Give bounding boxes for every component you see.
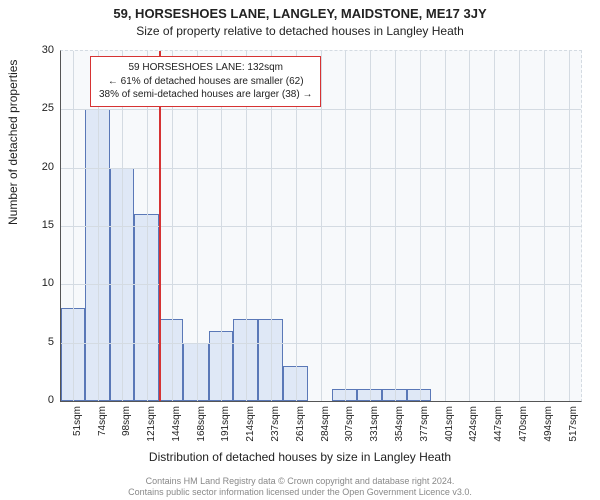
y-axis-label: Number of detached properties: [6, 60, 20, 225]
gridline-v: [569, 51, 570, 401]
x-tick: 214sqm: [245, 406, 256, 466]
x-tick: 284sqm: [320, 406, 331, 466]
annotation-line-2: ← 61% of detached houses are smaller (62…: [108, 76, 304, 87]
x-tick: 401sqm: [444, 406, 455, 466]
annotation-line-3: 38% of semi-detached houses are larger (…: [99, 89, 312, 100]
gridline-v: [370, 51, 371, 401]
x-tick: 261sqm: [295, 406, 306, 466]
x-tick: 424sqm: [468, 406, 479, 466]
gridline-v: [544, 51, 545, 401]
gridline-v: [395, 51, 396, 401]
x-tick: 447sqm: [493, 406, 504, 466]
x-tick: 470sqm: [518, 406, 529, 466]
chart-subtitle: Size of property relative to detached ho…: [0, 24, 600, 38]
x-tick: 377sqm: [419, 406, 430, 466]
annotation-line-1: 59 HORSESHOES LANE: 132sqm: [128, 62, 283, 73]
x-tick: 237sqm: [270, 406, 281, 466]
x-tick: 98sqm: [121, 406, 132, 466]
y-tick: 20: [30, 161, 54, 173]
x-tick: 144sqm: [171, 406, 182, 466]
gridline-v: [494, 51, 495, 401]
y-tick: 5: [30, 336, 54, 348]
gridline-v: [519, 51, 520, 401]
gridline-v: [345, 51, 346, 401]
x-tick: 121sqm: [146, 406, 157, 466]
gridline-v: [73, 51, 74, 401]
x-tick: 517sqm: [568, 406, 579, 466]
attribution: Contains HM Land Registry data © Crown c…: [0, 476, 600, 499]
x-tick: 74sqm: [97, 406, 108, 466]
x-tick: 307sqm: [344, 406, 355, 466]
x-tick: 354sqm: [394, 406, 405, 466]
y-tick: 0: [30, 394, 54, 406]
annotation-box: 59 HORSESHOES LANE: 132sqm ← 61% of detac…: [90, 56, 321, 107]
x-tick: 168sqm: [196, 406, 207, 466]
x-tick: 51sqm: [72, 406, 83, 466]
y-tick: 25: [30, 102, 54, 114]
attribution-line-1: Contains HM Land Registry data © Crown c…: [146, 476, 455, 486]
x-tick: 191sqm: [220, 406, 231, 466]
x-tick: 494sqm: [543, 406, 554, 466]
gridline-v: [445, 51, 446, 401]
y-tick: 15: [30, 219, 54, 231]
x-tick: 331sqm: [369, 406, 380, 466]
y-tick: 10: [30, 277, 54, 289]
attribution-line-2: Contains public sector information licen…: [128, 487, 472, 497]
chart-title: 59, HORSESHOES LANE, LANGLEY, MAIDSTONE,…: [0, 6, 600, 21]
y-tick: 30: [30, 44, 54, 56]
gridline-v: [469, 51, 470, 401]
gridline-v: [420, 51, 421, 401]
